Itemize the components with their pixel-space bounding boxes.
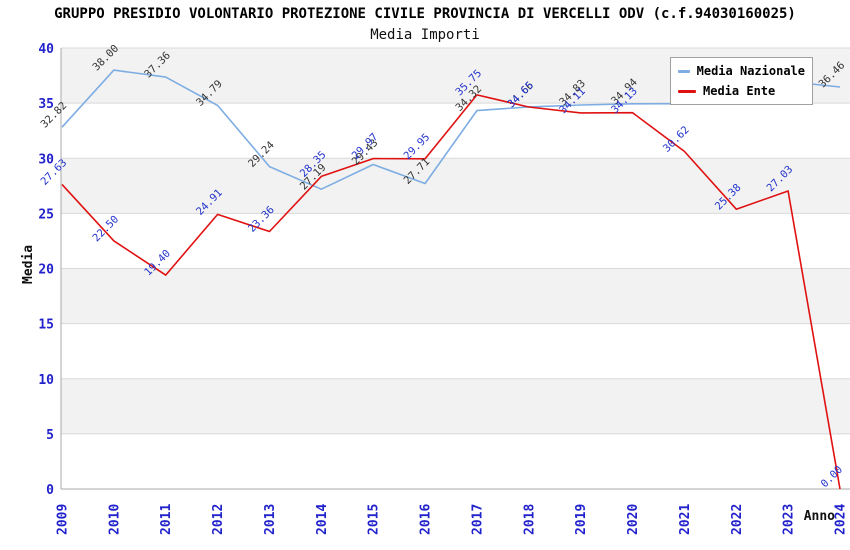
- ente-line-swatch: [678, 89, 696, 93]
- y-tick-label: 15: [38, 318, 54, 333]
- x-tick-label: 2019: [574, 504, 589, 535]
- data-label: 22.50: [90, 213, 121, 244]
- x-tick-label: 2020: [626, 504, 641, 535]
- y-tick-label: 25: [38, 207, 54, 222]
- x-tick-label: 2021: [678, 504, 693, 535]
- x-tick-label: 2018: [522, 504, 537, 535]
- grid-band: [61, 158, 850, 214]
- x-tick-label: 2009: [56, 504, 71, 535]
- y-tick-label: 30: [38, 152, 54, 167]
- y-tick-label: 0: [46, 483, 54, 498]
- x-tick-label: 2022: [730, 504, 745, 535]
- grid-band: [61, 268, 850, 324]
- y-tick-label: 10: [38, 373, 54, 388]
- data-label: 0.00: [819, 464, 845, 490]
- x-tick-label: 2011: [159, 504, 174, 535]
- data-label: 30.62: [661, 124, 692, 155]
- x-tick-label: 2010: [107, 504, 122, 535]
- x-tick-label: 2015: [367, 504, 382, 535]
- y-tick-label: 5: [46, 428, 54, 443]
- x-tick-label: 2024: [834, 504, 849, 535]
- x-tick-label: 2016: [419, 504, 434, 535]
- legend-label-nazionale: Media Nazionale: [696, 64, 805, 78]
- y-tick-label: 35: [38, 97, 54, 112]
- x-tick-label: 2012: [211, 504, 226, 535]
- x-axis-title: Anno: [803, 509, 835, 524]
- chart-title: GRUPPO PRESIDIO VOLONTARIO PROTEZIONE CI…: [54, 6, 796, 22]
- y-tick-label: 20: [38, 263, 54, 278]
- legend-label-ente: Media Ente: [703, 84, 776, 98]
- y-tick-label: 40: [38, 42, 54, 57]
- x-tick-label: 2023: [782, 504, 797, 535]
- x-tick-label: 2013: [263, 504, 278, 535]
- legend: Media Nazionale Media Ente: [670, 57, 813, 105]
- chart-subtitle: Media Importi: [370, 27, 480, 43]
- grid-band: [61, 378, 850, 434]
- x-tick-label: 2017: [470, 504, 485, 535]
- media-ente-line: [61, 94, 841, 490]
- data-label: 29.95: [402, 131, 433, 162]
- x-tick-label: 2014: [315, 504, 330, 535]
- legend-item-ente: Media Ente: [678, 83, 805, 99]
- y-axis-title: Media: [21, 244, 36, 284]
- legend-item-nazionale: Media Nazionale: [678, 63, 805, 79]
- nazionale-line-swatch: [678, 69, 690, 73]
